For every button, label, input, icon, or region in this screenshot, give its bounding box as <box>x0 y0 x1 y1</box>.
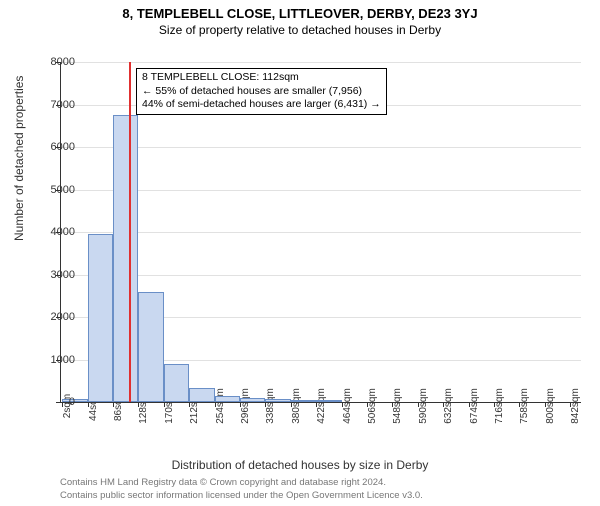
xtick-label: 674sqm <box>469 388 480 424</box>
gridline <box>61 275 581 276</box>
xtick-label: 380sqm <box>291 388 302 424</box>
annotation-line3: 44% of semi-detached houses are larger (… <box>142 98 381 112</box>
histogram-bar <box>291 400 316 402</box>
xtick-label: 758sqm <box>519 388 530 424</box>
ytick-label: 8000 <box>51 56 75 68</box>
xtick-label: 464sqm <box>342 388 353 424</box>
y-axis-label: Number of detached properties <box>12 76 26 241</box>
histogram-bar <box>215 396 240 402</box>
histogram-bar <box>88 234 113 402</box>
annotation-box: 8 TEMPLEBELL CLOSE: 112sqm ← 55% of deta… <box>136 68 387 115</box>
annotation-line1: 8 TEMPLEBELL CLOSE: 112sqm <box>142 71 381 85</box>
xtick-label: 716sqm <box>494 388 505 424</box>
histogram-bar <box>265 399 290 402</box>
xtick-label: 338sqm <box>265 388 276 424</box>
ytick-label: 3000 <box>51 269 75 281</box>
footer: Contains HM Land Registry data © Crown c… <box>60 477 580 502</box>
xtick-label: 296sqm <box>240 388 251 424</box>
ytick-label: 4000 <box>51 226 75 238</box>
histogram-bar <box>189 388 214 402</box>
xtick-label: 422sqm <box>316 388 327 424</box>
ytick-label: 5000 <box>51 184 75 196</box>
ytick-label: 7000 <box>51 99 75 111</box>
chart-title: 8, TEMPLEBELL CLOSE, LITTLEOVER, DERBY, … <box>0 6 600 21</box>
ytick-label: 6000 <box>51 141 75 153</box>
chart-area: 2sqm44sqm86sqm128sqm170sqm212sqm254sqm29… <box>60 62 580 422</box>
xtick-label: 800sqm <box>545 388 556 424</box>
xtick-label: 632sqm <box>443 388 454 424</box>
annotation-line2: ← 55% of detached houses are smaller (7,… <box>142 85 381 99</box>
histogram-bar <box>138 292 163 403</box>
gridline <box>61 62 581 63</box>
xtick-label: 842sqm <box>570 388 581 424</box>
histogram-bar <box>164 364 189 402</box>
xtick-label: 590sqm <box>418 388 429 424</box>
ytick-label: 0 <box>69 396 75 408</box>
ytick-mark <box>56 402 61 403</box>
histogram-bar <box>113 115 138 402</box>
plot-region: 2sqm44sqm86sqm128sqm170sqm212sqm254sqm29… <box>60 62 581 403</box>
ytick-label: 2000 <box>51 311 75 323</box>
histogram-bar <box>240 398 265 402</box>
chart-subtitle: Size of property relative to detached ho… <box>0 23 600 37</box>
xtick-label: 548sqm <box>392 388 403 424</box>
footer-line2: Contains public sector information licen… <box>60 490 580 502</box>
xtick-label: 506sqm <box>367 388 378 424</box>
xtick-label: 254sqm <box>215 388 226 424</box>
gridline <box>61 232 581 233</box>
footer-line1: Contains HM Land Registry data © Crown c… <box>60 477 580 489</box>
ytick-label: 1000 <box>51 354 75 366</box>
x-axis-label: Distribution of detached houses by size … <box>0 458 600 472</box>
gridline <box>61 190 581 191</box>
histogram-bar <box>316 400 341 402</box>
gridline <box>61 147 581 148</box>
property-marker-line <box>129 62 131 402</box>
